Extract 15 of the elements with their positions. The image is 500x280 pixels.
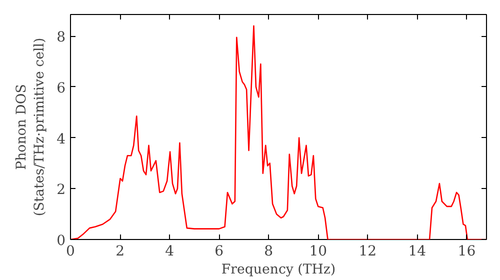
- x-tick-label: 4: [165, 244, 174, 260]
- x-axis-title: Frequency (THz): [221, 262, 336, 278]
- x-tick-label: 16: [458, 244, 476, 260]
- y-tick-label: 6: [56, 80, 66, 96]
- y-tick-label: 0: [56, 233, 66, 249]
- x-tick-label: 12: [358, 244, 377, 260]
- y-tick-label: 8: [56, 30, 66, 46]
- y-tick-label: 2: [56, 182, 66, 198]
- x-tick-label: 6: [214, 244, 224, 260]
- y-tick-label: 4: [56, 131, 66, 148]
- x-tick-label: 10: [309, 244, 328, 260]
- x-tick-label: 8: [264, 244, 274, 260]
- y-axis-title: Phonon DOS (States/THz·primitive cell): [14, 38, 48, 216]
- x-tick-label: 14: [408, 244, 426, 260]
- x-tick-label: 2: [116, 244, 124, 260]
